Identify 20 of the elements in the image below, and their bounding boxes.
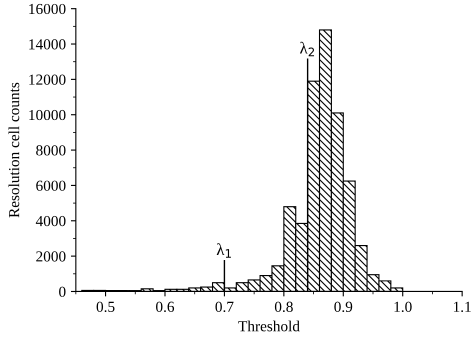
y-tick-label: 0 [59,286,66,297]
y-tick-label: 6000 [36,180,66,191]
x-tick-label: 0.5 [96,302,115,312]
y-tick-label: 12000 [29,74,66,85]
x-tick-label: 0.6 [156,302,174,312]
x-tick-label: 0.9 [334,302,352,312]
y-tick-label: 16000 [29,4,66,14]
y-tick-label: 10000 [29,110,66,120]
x-tick-label: 0.8 [274,302,293,312]
y-tick-label: 4000 [36,216,66,226]
ref-line-label: λ$_{2}$ [300,42,314,56]
y-tick-label: 8000 [36,145,66,156]
y-tick-label: 14000 [29,39,66,50]
x-tick-label: 1.0 [394,302,412,312]
ref-line-label: λ$_{1}$ [216,243,231,258]
x-axis-title: Threshold [238,320,300,332]
x-tick-label: 0.7 [215,302,234,312]
x-tick-label: 1.1 [454,302,471,312]
y-axis-title: Resolution cell counts [8,82,20,218]
y-tick-label: 2000 [36,251,66,262]
